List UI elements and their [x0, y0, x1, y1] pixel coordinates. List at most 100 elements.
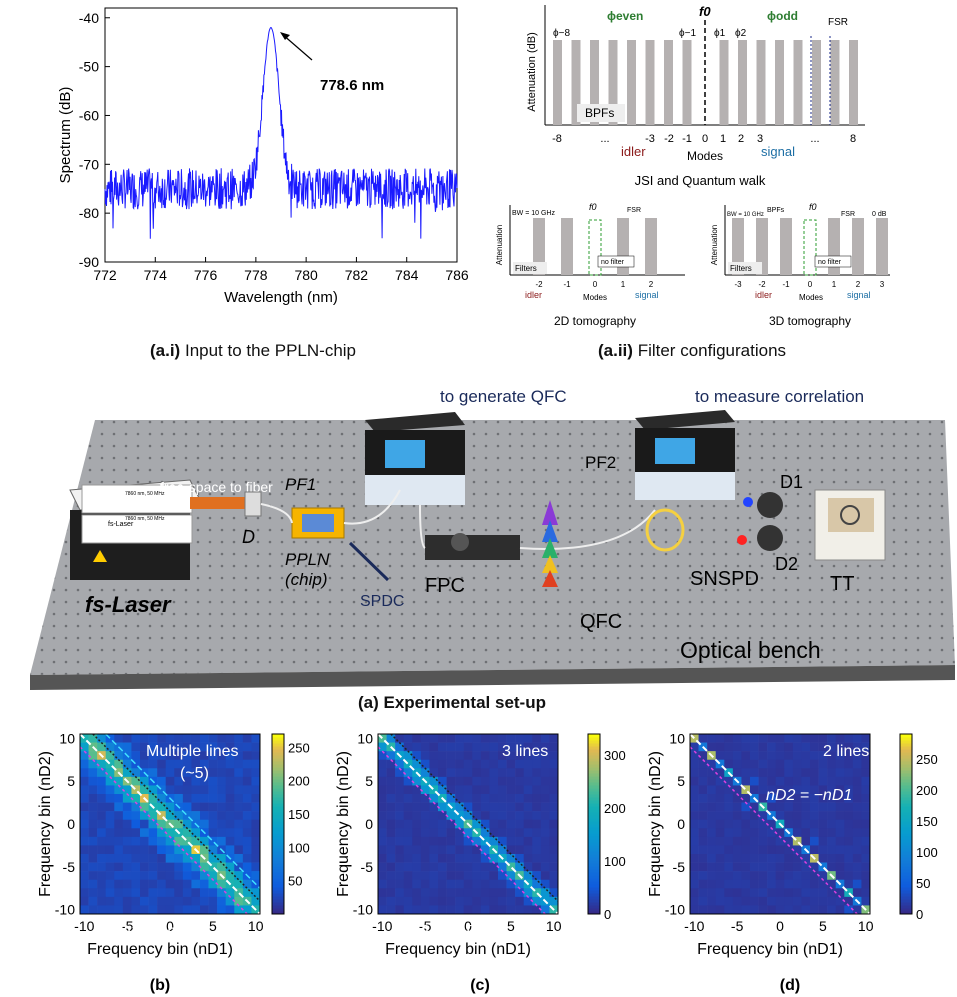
colorbar-segment	[588, 845, 600, 849]
filter-bar	[553, 40, 562, 125]
heatmap-cell	[498, 845, 507, 855]
heatmap-cell	[498, 862, 507, 872]
heatmap-cell	[472, 854, 482, 863]
colorbar-segment	[272, 776, 284, 780]
heatmap-cell	[767, 836, 777, 846]
heatmap-cell	[489, 811, 499, 821]
heatmap-cell	[861, 759, 871, 769]
heatmap-cell	[835, 896, 845, 906]
colorbar-segment	[900, 827, 912, 831]
label-d: D	[242, 527, 255, 547]
heatmap-cell	[122, 845, 132, 855]
heatmap-cell	[429, 776, 439, 786]
colorbar-segment	[900, 803, 912, 807]
colorbar-frame	[271, 733, 285, 915]
heatmap-cell	[395, 905, 405, 915]
spectrum-ylabel: Spectrum (dB)	[57, 87, 74, 184]
heatmap-cell	[395, 819, 405, 829]
heatmap-cell	[715, 751, 725, 761]
heatmap-cell	[540, 819, 550, 829]
heatmap-cell	[378, 888, 387, 898]
heatmap-cell	[698, 794, 708, 803]
heatmap-cell	[506, 794, 516, 803]
heatmap-cell	[690, 819, 699, 829]
filter-bar	[664, 40, 673, 125]
heatmap-cell	[724, 905, 734, 915]
heatmap-cell	[200, 862, 209, 872]
heatmap-cell	[174, 742, 184, 752]
heatmap-cell	[438, 759, 447, 769]
heatmap-cell	[732, 794, 742, 803]
heatmap-cell	[182, 862, 192, 872]
colorbar-segment	[900, 821, 912, 825]
heatmap-cell	[455, 905, 465, 915]
heatmap-ytick: 5	[677, 773, 685, 789]
heatmap-cell	[775, 836, 785, 846]
heatmap-cell	[122, 888, 132, 898]
heatmap-cell	[810, 759, 819, 769]
filter-bar	[849, 40, 858, 125]
heatmap-cell	[105, 888, 115, 898]
heatmap-cell	[489, 751, 499, 761]
heatmap-cell	[472, 896, 482, 906]
caption-a-i: (a.i) Input to the PPLN-chip	[150, 341, 356, 361]
heatmap-cell	[429, 836, 439, 846]
heatmap-cell	[506, 751, 516, 761]
heatmap-cell	[784, 845, 794, 855]
filter-top-phi-2: ϕ2	[735, 28, 747, 39]
heatmap-cell	[395, 794, 405, 803]
heatmap-cell	[489, 896, 499, 906]
heatmap-cell	[741, 794, 751, 803]
heatmap-cell	[750, 802, 759, 812]
filter-top-phi-m8: ϕ−8	[553, 28, 570, 39]
heatmap-cell	[105, 879, 115, 889]
filter-top-tick: 3	[757, 133, 763, 145]
heatmap-cell	[157, 828, 167, 838]
heatmap-cell	[472, 905, 482, 915]
heatmap-cell	[750, 905, 759, 915]
heatmap-cell	[844, 759, 854, 769]
heatmap-cell	[234, 896, 244, 906]
heatmap-cell	[741, 828, 751, 838]
tomo-filter-bar	[852, 218, 864, 275]
heatmap-cell	[818, 854, 828, 863]
heatmap-cell	[122, 896, 132, 906]
heatmap-cell	[715, 785, 725, 795]
colorbar-segment	[588, 815, 600, 819]
heatmap-cell	[412, 896, 422, 906]
heatmap-frame	[79, 733, 261, 915]
heatmap-cell	[532, 742, 542, 752]
heatmap-cell	[148, 734, 158, 743]
heatmap-cell	[200, 871, 209, 881]
tomo-filter-bar	[645, 218, 657, 275]
heatmap-cell	[97, 776, 107, 786]
heatmap-cell	[395, 845, 405, 855]
detector-d2	[757, 525, 783, 551]
heatmap-cell	[480, 845, 490, 855]
tomo-filter-bar	[533, 218, 545, 275]
filter-top-tick: 0	[702, 133, 708, 145]
heatmap-cell	[715, 905, 725, 915]
heatmap-cell	[767, 854, 777, 863]
heatmap-cell	[148, 854, 158, 863]
heatmap-cell	[549, 759, 559, 769]
colorbar-tick: 250	[288, 740, 310, 755]
heatmap-cell	[378, 785, 387, 795]
heatmap-cell	[844, 768, 854, 778]
heatmap-cell	[715, 888, 725, 898]
heatmap-xlabel: Frequency bin (nD1)	[385, 941, 531, 958]
heatmap-cell	[217, 888, 227, 898]
tomo3d-signal: signal	[847, 290, 871, 300]
heatmap-cell	[420, 896, 430, 906]
heatmap-cell	[395, 836, 405, 846]
heatmap-cell	[792, 905, 802, 915]
heatmap-cell	[792, 751, 802, 761]
heatmap-cell	[234, 759, 244, 769]
tomo2d-idler: idler	[525, 290, 542, 300]
spectrum-xlabel: Wavelength (nm)	[224, 289, 338, 306]
heatmap-cell	[446, 794, 456, 803]
heatmap-cell	[88, 811, 98, 821]
colorbar-segment	[272, 797, 284, 801]
colorbar-segment	[272, 842, 284, 846]
heatmap-cell	[191, 836, 201, 846]
